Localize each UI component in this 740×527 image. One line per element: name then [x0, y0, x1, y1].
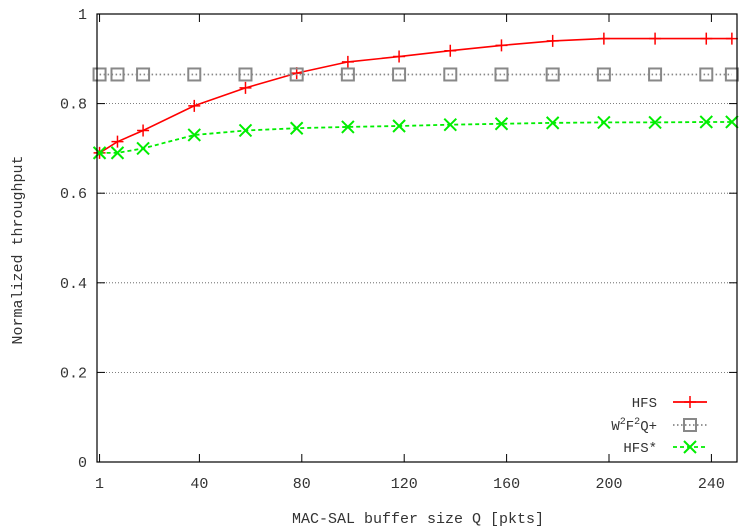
- data-point: [649, 32, 662, 45]
- series-line: [99, 121, 732, 154]
- x-tick-label: 160: [493, 476, 520, 493]
- x-tick-label: 200: [595, 476, 622, 493]
- data-point: [545, 67, 560, 82]
- data-point: [289, 67, 304, 82]
- legend-marker: [684, 396, 696, 408]
- legend-label: W2F2Q+: [611, 417, 657, 435]
- data-point: [238, 67, 253, 82]
- data-point: [137, 124, 150, 137]
- legend-marker: [683, 440, 697, 454]
- data-point: [136, 67, 151, 82]
- x-tick-label: 240: [698, 476, 725, 493]
- x-tick-label: 40: [190, 476, 208, 493]
- plot-frame: [96, 13, 738, 463]
- data-point: [110, 67, 125, 82]
- data-point: [289, 121, 304, 135]
- data-point: [341, 120, 355, 134]
- data-point: [597, 115, 611, 130]
- x-tick-label: 1: [95, 476, 104, 493]
- data-point: [725, 115, 739, 129]
- data-point: [92, 146, 107, 160]
- data-point: [700, 32, 713, 45]
- x-tick-label: 120: [391, 476, 418, 493]
- legend-marker: [683, 418, 697, 432]
- x-tick-label: 80: [293, 476, 311, 493]
- data-point: [443, 67, 458, 82]
- y-tick-label: 0.4: [60, 276, 87, 293]
- data-point: [187, 128, 201, 142]
- data-point: [495, 39, 508, 52]
- data-point: [110, 146, 125, 160]
- legend-label: HFS*: [623, 441, 657, 457]
- axis-ticks: 0 0.2 0.4 0.6 0.8 1 1 40 80 120 160 200 240: [60, 7, 737, 493]
- data-point: [725, 32, 738, 45]
- data-point: [494, 67, 509, 82]
- legend-label: HFS: [632, 396, 657, 412]
- data-point: [699, 115, 713, 129]
- data-point: [340, 67, 355, 82]
- grid-lines: [97, 103, 737, 373]
- data-point: [187, 67, 202, 82]
- data-point: [239, 81, 252, 94]
- y-tick-label: 0.2: [60, 365, 87, 382]
- series-2: [92, 67, 739, 82]
- data-point: [188, 99, 201, 112]
- data-point: [546, 34, 559, 47]
- data-point: [393, 50, 406, 63]
- data-point: [699, 67, 714, 82]
- data-point: [648, 115, 662, 130]
- data-point: [392, 67, 407, 82]
- y-tick-label: 1: [78, 7, 87, 24]
- data-point: [545, 116, 560, 130]
- legend: HFS W2F2Q+ HFS*: [611, 396, 707, 457]
- x-axis-title: MAC-SAL buffer size Q [pkts]: [292, 511, 544, 527]
- y-tick-label: 0.8: [60, 97, 87, 114]
- data-point: [443, 117, 457, 132]
- data-point: [597, 32, 610, 45]
- data-point: [111, 135, 124, 148]
- y-axis-title: Normalized throughput: [10, 155, 27, 344]
- data-point: [392, 119, 406, 133]
- series-lines: [92, 32, 739, 160]
- series-1: [93, 32, 738, 159]
- data-point: [648, 67, 663, 82]
- y-tick-label: 0: [78, 455, 87, 472]
- data-point: [444, 44, 457, 57]
- data-point: [724, 67, 739, 82]
- data-point: [341, 55, 354, 68]
- y-tick-label: 0.6: [60, 186, 87, 203]
- data-point: [92, 67, 107, 82]
- data-point: [136, 141, 150, 156]
- data-point: [596, 67, 611, 82]
- data-point: [238, 123, 253, 138]
- series-3: [92, 115, 739, 160]
- data-point: [494, 117, 509, 131]
